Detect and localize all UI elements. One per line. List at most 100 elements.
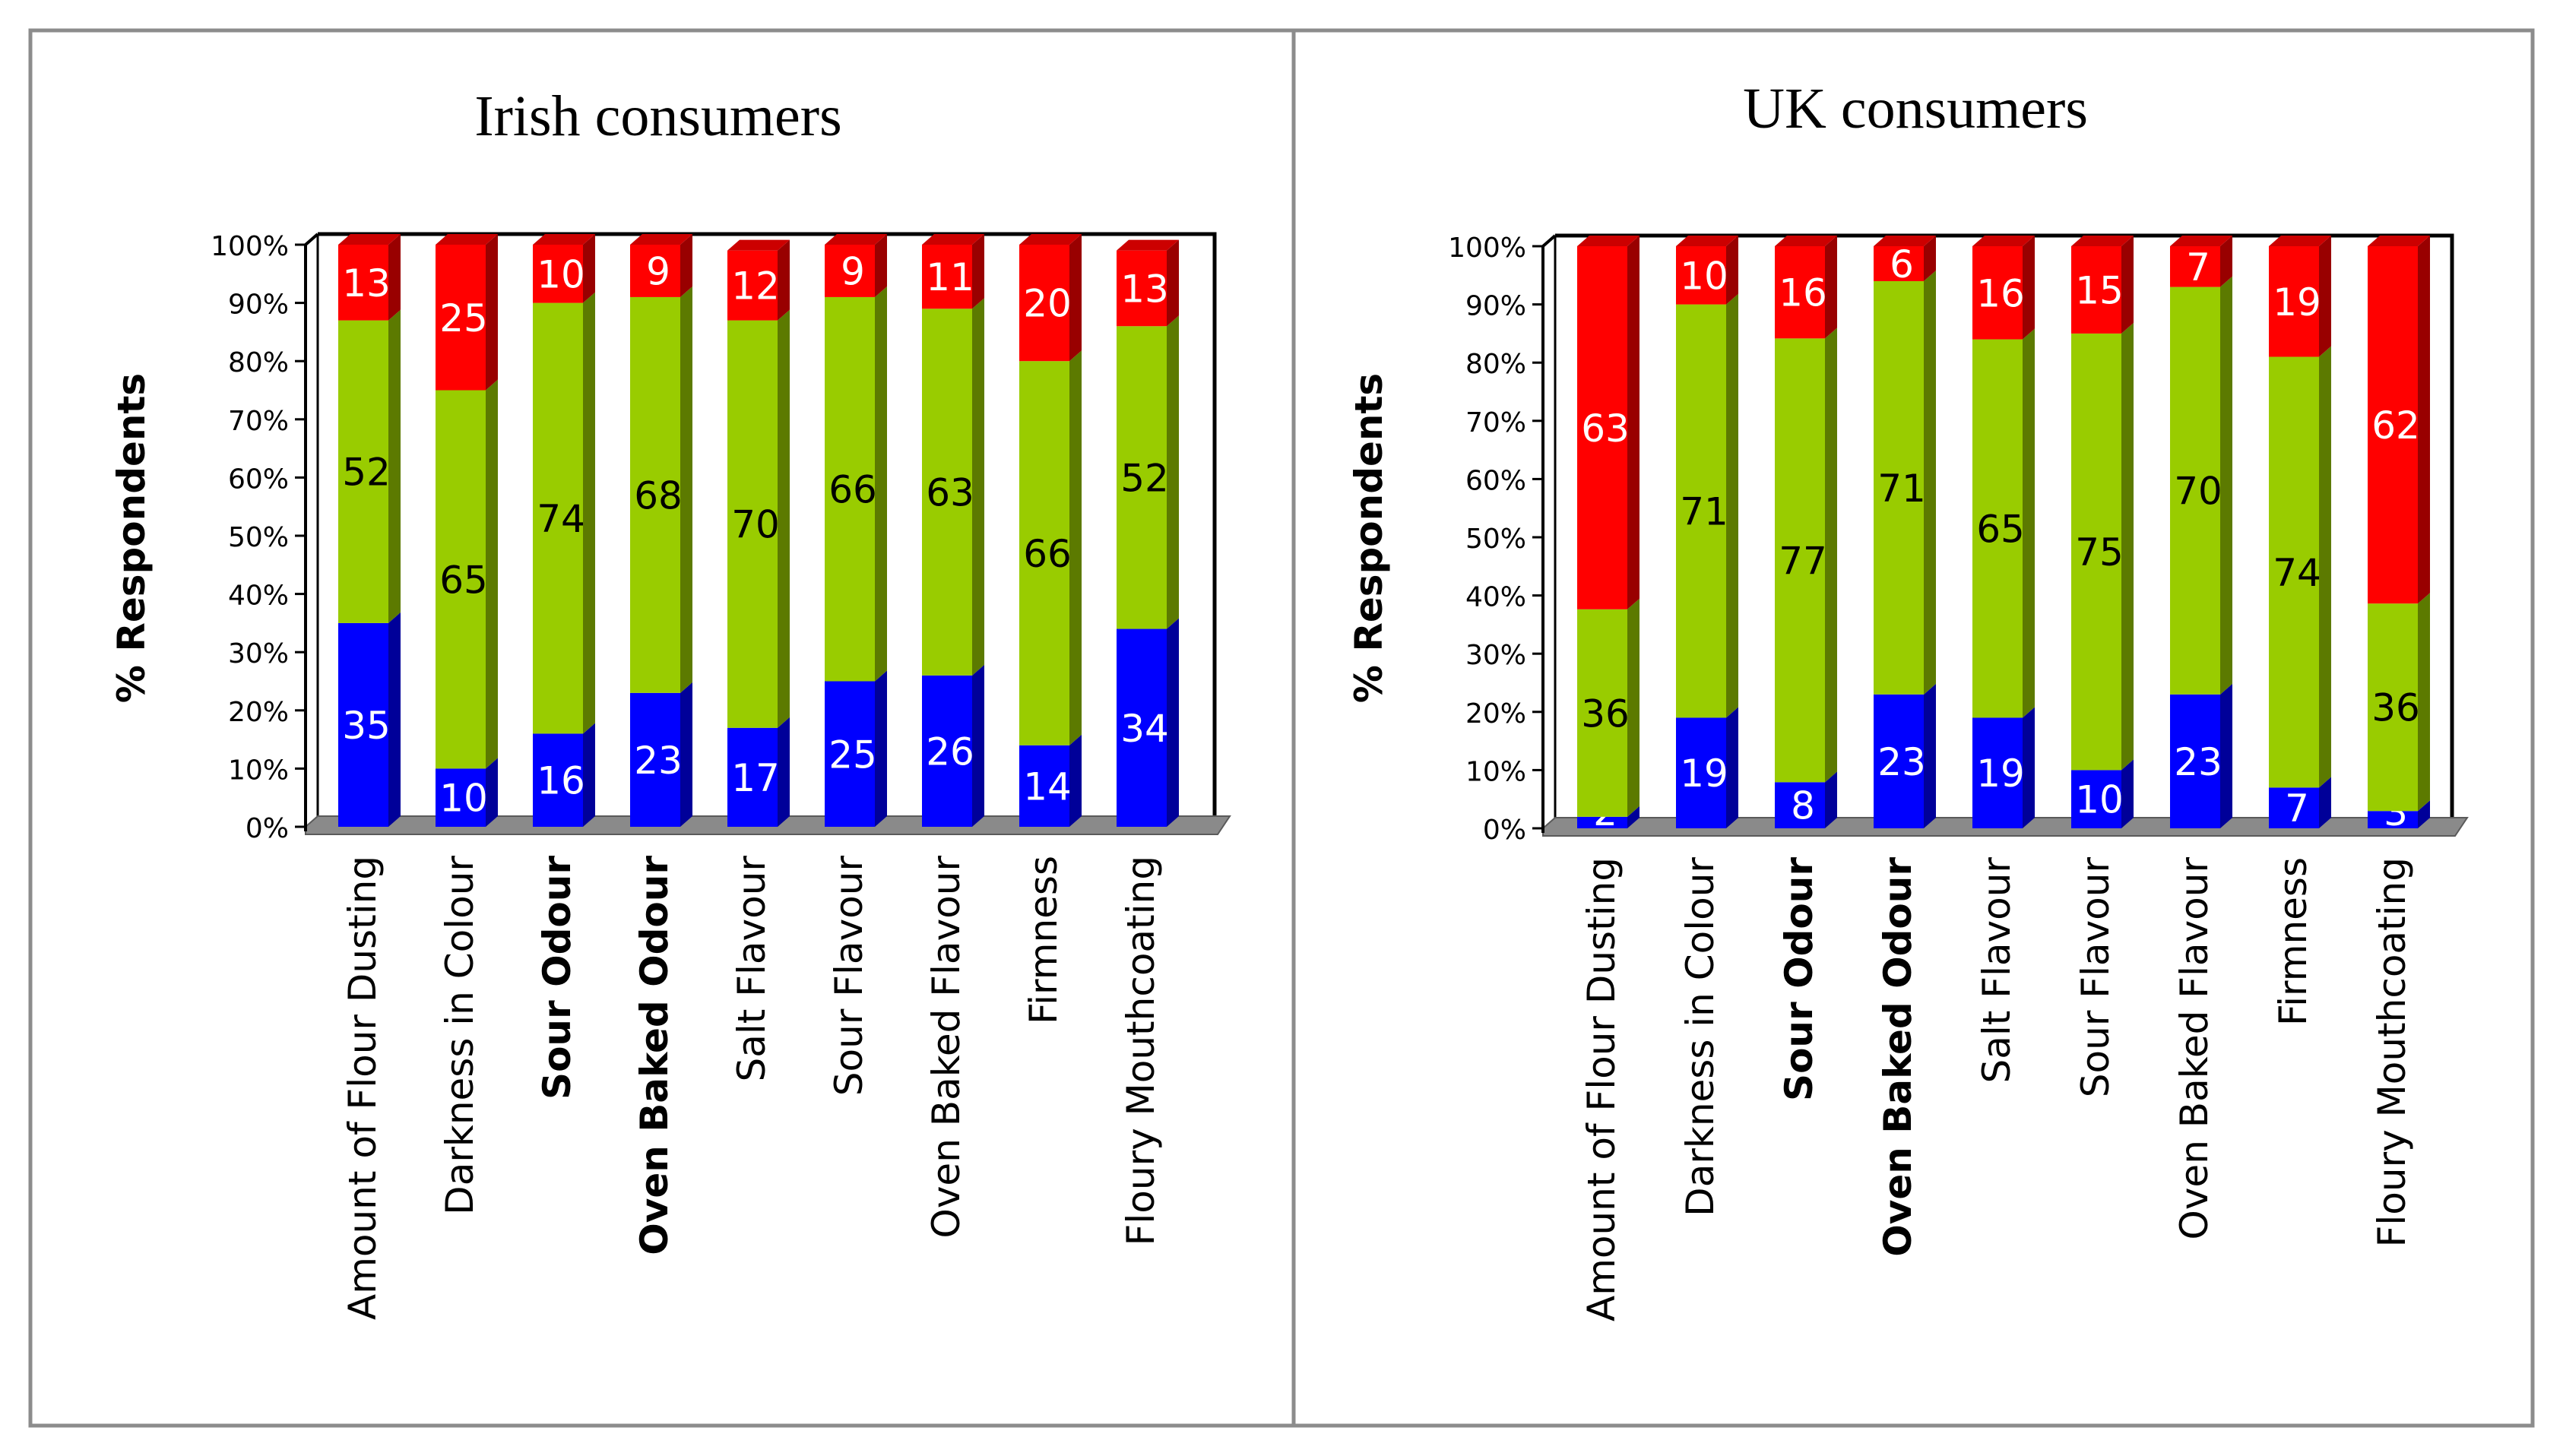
plot-back-wall — [1555, 233, 2454, 818]
bar-segment-green — [630, 296, 680, 693]
bar-segment-red — [1972, 246, 2023, 340]
data-label-red: 9 — [646, 249, 670, 293]
data-label-red: 62 — [2371, 404, 2420, 448]
x-tick-label: Salt Flavour — [1975, 857, 2019, 1084]
bar-segment-green — [533, 302, 583, 734]
plot-top-edge — [1541, 234, 1557, 248]
bar-segment-green — [1874, 280, 1924, 695]
plot-top-edge — [304, 233, 319, 246]
y-tick-label: 90% — [228, 290, 289, 321]
x-tick-label: Floury Mouthcoating — [1119, 856, 1163, 1246]
y-axis-label: % Respondents — [109, 373, 154, 703]
data-label-blue: 35 — [342, 704, 391, 748]
bar-segment-blue — [1577, 816, 1627, 828]
data-label-red: 6 — [1890, 242, 1914, 286]
bar-segment-red — [630, 245, 680, 297]
bar-top-red — [436, 234, 498, 245]
bar-side-blue — [1924, 683, 1936, 828]
bar-segment-red — [436, 245, 486, 391]
bar-side-red — [2418, 236, 2430, 604]
y-tick-label: 40% — [1465, 582, 1526, 613]
x-tick-label: Floury Mouthcoating — [2370, 857, 2414, 1247]
bar-segment-blue — [1972, 717, 2023, 828]
bar-segment-blue — [1775, 782, 1825, 828]
bar-side-green — [2220, 276, 2232, 695]
data-label-green: 66 — [1023, 532, 1072, 576]
panel-uk: UK consumers % Respondents 0% 10% 20% 30% 40… — [1347, 77, 2469, 1321]
bar-segment-green — [2170, 286, 2220, 695]
bar-top-red — [727, 239, 790, 251]
bar-side-blue — [2418, 800, 2430, 828]
bar-side-blue — [388, 612, 401, 827]
bar-side-blue — [972, 664, 984, 827]
data-label-green: 70 — [2174, 470, 2222, 514]
y-tick-label: 90% — [1465, 291, 1526, 322]
bar-segment-red — [825, 245, 875, 297]
bar-segment-green — [436, 390, 486, 769]
bar-segment-red — [1775, 246, 1825, 339]
x-tick-label: Salt Flavour — [730, 856, 774, 1082]
bar-side-green — [1069, 350, 1082, 745]
bar-side-green — [680, 286, 692, 693]
bar-side-blue — [2319, 777, 2331, 828]
bar-side-green — [1167, 315, 1179, 629]
data-label-green: 74 — [2273, 551, 2321, 595]
x-tick-label: Sour Odour — [535, 856, 579, 1100]
data-label-red: 9 — [841, 249, 865, 293]
data-label-red: 63 — [1581, 407, 1630, 451]
bar-segment-green — [1019, 361, 1069, 745]
bar-side-red — [2319, 236, 2331, 357]
bar-segment-red — [2269, 246, 2319, 357]
bar-segment-red — [1117, 250, 1167, 327]
x-tick-label: Darkness in Colour — [438, 856, 482, 1215]
x-tick-label: Sour Flavour — [2074, 857, 2118, 1098]
bar-side-green — [972, 298, 984, 676]
bar-segment-red — [533, 245, 583, 303]
bar-top-red — [1775, 236, 1837, 246]
bar-side-red — [1167, 239, 1179, 327]
bar-top-red — [338, 234, 401, 245]
plot-back-wall — [318, 232, 1217, 816]
y-tick-label: 0% — [1483, 815, 1526, 846]
bar-segment-green — [1577, 609, 1627, 817]
bar-side-blue — [486, 758, 498, 827]
data-label-red: 20 — [1023, 282, 1072, 326]
bar-segment-green — [922, 309, 972, 676]
bar-segment-blue — [1019, 745, 1069, 827]
data-label-red: 13 — [342, 261, 391, 305]
x-tick-label: Firmness — [2271, 857, 2315, 1026]
bar-top-red — [1577, 236, 1639, 246]
data-label-blue: 7 — [2285, 787, 2309, 831]
bar-top-red — [2269, 236, 2331, 246]
bar-side-red — [388, 234, 401, 321]
bar-top-red — [1676, 236, 1738, 246]
y-tick-label: 30% — [1465, 640, 1526, 671]
bar-side-blue — [778, 717, 790, 827]
data-label-green: 36 — [1581, 692, 1630, 736]
y-tick-label: 30% — [228, 638, 289, 669]
y-tick-label: 10% — [228, 755, 289, 786]
bar-segment-green — [1775, 338, 1825, 783]
data-label-green: 75 — [2075, 530, 2124, 574]
y-tick-label: 100% — [211, 231, 289, 262]
data-label-blue: 26 — [926, 730, 974, 774]
bar-side-red — [1069, 234, 1082, 362]
bar-segment-blue — [1676, 717, 1726, 828]
data-label-red: 16 — [1976, 271, 2025, 315]
data-label-blue: 23 — [1877, 740, 1926, 784]
bar-segment-red — [2071, 246, 2121, 334]
x-tick-label: Amount of Flour Dusting — [1579, 857, 1624, 1321]
data-label-blue: 10 — [439, 777, 488, 821]
bar-side-green — [583, 292, 595, 734]
data-label-red: 25 — [439, 296, 488, 340]
bar-segment-blue — [338, 622, 388, 827]
bar-side-green — [1924, 270, 1936, 695]
bar-side-red — [875, 234, 887, 297]
x-tick-label: Oven Baked Odour — [1876, 857, 1920, 1257]
bar-side-green — [1627, 598, 1639, 817]
bar-top-red — [630, 234, 692, 245]
data-label-green: 63 — [926, 471, 974, 515]
bar-side-green — [2418, 593, 2430, 812]
bar-side-red — [2121, 236, 2134, 334]
